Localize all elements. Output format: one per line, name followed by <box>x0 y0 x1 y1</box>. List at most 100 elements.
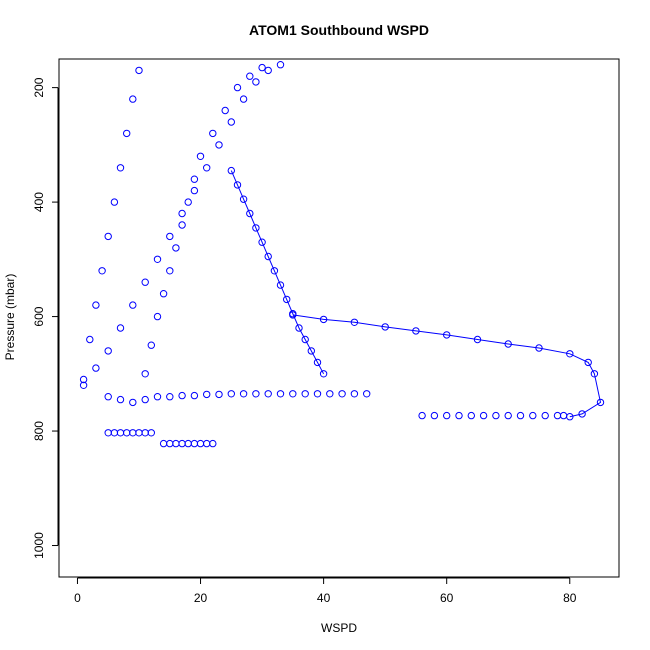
data-point <box>239 195 248 203</box>
data-point <box>123 429 131 437</box>
data-point <box>184 198 192 206</box>
data-point <box>153 312 162 321</box>
y-tick-label: 600 <box>32 306 46 326</box>
plot-area <box>79 60 605 448</box>
data-point <box>104 429 112 437</box>
data-point <box>473 335 482 344</box>
data-point <box>203 439 211 448</box>
data-point <box>104 393 112 401</box>
data-point <box>430 411 439 420</box>
data-point <box>492 411 500 420</box>
data-point <box>178 209 186 218</box>
data-point <box>221 106 229 115</box>
data-point <box>104 232 112 241</box>
data-point <box>584 358 592 367</box>
data-point <box>178 391 186 400</box>
data-point <box>172 244 180 252</box>
data-point <box>203 390 211 399</box>
data-point <box>79 381 88 389</box>
chart-title: ATOM1 Southbound WSPD <box>249 22 429 38</box>
y-tick-label: 400 <box>32 192 46 212</box>
x-tick-label: 60 <box>440 591 454 605</box>
data-point <box>153 255 162 263</box>
data-point <box>270 267 279 275</box>
data-point <box>504 411 512 420</box>
data-point <box>443 411 451 420</box>
data-point <box>443 331 451 339</box>
x-tick-label: 40 <box>317 591 331 605</box>
data-point <box>190 439 199 448</box>
data-point <box>159 439 168 448</box>
data-point <box>276 281 285 289</box>
data-point <box>92 301 100 309</box>
data-point <box>455 411 463 420</box>
data-point <box>196 152 205 161</box>
x-tick-label: 20 <box>194 591 208 605</box>
data-point <box>129 301 137 309</box>
data-point <box>141 370 149 378</box>
data-point <box>110 198 119 206</box>
data-point <box>319 315 328 324</box>
data-point <box>166 439 174 448</box>
data-point <box>190 186 199 195</box>
data-point <box>159 290 168 298</box>
data-point <box>227 390 236 398</box>
data-point <box>239 95 248 103</box>
data-point <box>196 439 205 448</box>
x-axis-label: WSPD <box>321 621 357 635</box>
data-point <box>326 390 334 398</box>
y-tick-label: 1000 <box>32 532 46 559</box>
data-point <box>227 118 236 126</box>
data-point <box>141 429 149 437</box>
data-point <box>289 311 297 319</box>
data-point <box>338 390 346 398</box>
data-point <box>467 411 475 420</box>
data-point <box>129 95 137 103</box>
data-point <box>590 370 599 378</box>
y-tick-label: 800 <box>32 421 46 441</box>
data-point <box>516 411 525 420</box>
data-point <box>553 411 562 420</box>
data-point <box>116 429 125 437</box>
x-tick-label: 80 <box>563 591 577 605</box>
data-point <box>203 164 211 172</box>
data-point <box>258 238 266 246</box>
x-tick-label: 0 <box>74 591 81 605</box>
data-point <box>479 411 488 420</box>
data-point <box>535 344 543 352</box>
data-point <box>350 318 359 326</box>
data-point <box>363 390 371 398</box>
data-point <box>264 66 272 75</box>
data-point <box>135 66 143 75</box>
data-point <box>541 411 549 420</box>
data-point <box>319 370 328 378</box>
data-point <box>104 347 112 355</box>
data-point <box>116 324 125 332</box>
data-point <box>116 164 125 172</box>
data-point <box>184 439 192 448</box>
data-point <box>227 166 236 175</box>
data-point <box>141 395 149 404</box>
data-point <box>283 295 291 304</box>
data-point <box>215 141 223 149</box>
data-point <box>147 341 156 349</box>
data-point <box>258 63 266 72</box>
data-point <box>252 224 260 232</box>
data-point <box>276 60 285 69</box>
series-line <box>230 170 325 375</box>
data-point <box>172 439 180 448</box>
data-point <box>239 390 248 398</box>
data-point <box>350 390 359 398</box>
data-point <box>166 232 174 241</box>
series-line <box>292 314 602 418</box>
data-point <box>418 411 426 420</box>
data-point <box>381 323 389 331</box>
y-tick-label: 200 <box>32 77 46 97</box>
data-point <box>166 393 174 401</box>
data-point <box>147 429 156 437</box>
data-point <box>135 429 143 437</box>
data-point <box>301 335 309 344</box>
data-point <box>529 411 537 420</box>
data-point <box>246 209 254 218</box>
